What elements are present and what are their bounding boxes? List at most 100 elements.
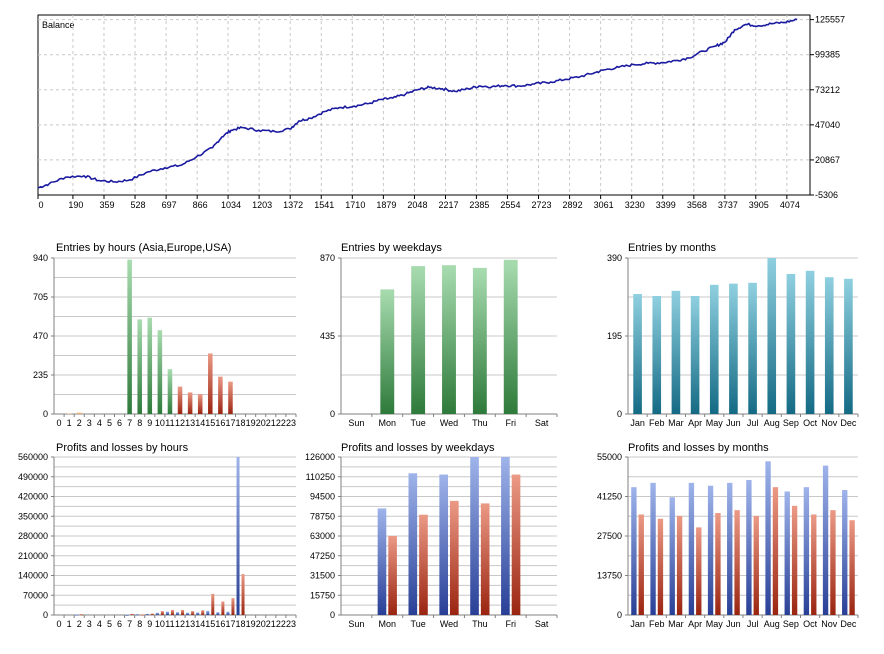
balance-x-tick-label: 3061	[594, 200, 614, 210]
entries-hours-y-tick-label: 940	[33, 253, 48, 263]
entries-hours-x-tick-label: 8	[137, 418, 142, 428]
entries-hours-x-tick-label: 14	[195, 418, 205, 428]
entries-months-title: Entries by months	[628, 242, 717, 254]
entries-hours-bar	[208, 353, 213, 414]
pl-hours-x-tick-label: 1	[67, 619, 72, 629]
pl-hours-chart: Profits and losses by hours0700001400002…	[18, 442, 296, 629]
pl-hours-bar-loss	[242, 574, 245, 615]
entries-hours-x-tick-label: 20	[256, 418, 266, 428]
pl-months-bar-loss	[792, 506, 797, 615]
pl-weekdays-y-tick-label: 78750	[310, 511, 335, 521]
pl-months-bar-loss	[773, 487, 778, 615]
pl-months-x-tick-label: May	[706, 619, 724, 629]
pl-hours-bar-profit	[226, 612, 229, 615]
pl-months-bar-profit	[765, 461, 770, 615]
pl-months-bar-loss	[734, 510, 739, 615]
pl-hours-bar-loss	[141, 614, 144, 615]
pl-months-x-tick-label: Nov	[821, 619, 838, 629]
entries-months-y-tick-label: 390	[607, 253, 622, 263]
balance-x-tick-label: 2048	[407, 200, 427, 210]
entries-hours-bar	[127, 260, 132, 414]
entries-hours-x-tick-label: 15	[205, 418, 215, 428]
entries-hours-y-tick-label: 470	[33, 331, 48, 341]
balance-y-tick-label: 20867	[815, 155, 840, 165]
pl-hours-x-tick-label: 3	[87, 619, 92, 629]
pl-weekdays-bar-loss	[512, 475, 521, 615]
pl-hours-bar-loss	[151, 614, 154, 615]
pl-hours-x-tick-label: 15	[205, 619, 215, 629]
pl-hours-bar-loss	[171, 610, 174, 615]
pl-months-y-tick-label: 0	[617, 610, 622, 620]
entries-hours-x-tick-label: 5	[107, 418, 112, 428]
balance-x-tick-label: 2892	[563, 200, 583, 210]
pl-hours-bar-profit	[176, 612, 179, 615]
pl-weekdays-chart: Profits and losses by weekdays0157503150…	[305, 442, 557, 629]
pl-weekdays-x-tick-label: Fri	[505, 619, 516, 629]
pl-hours-bar-loss	[161, 611, 164, 615]
balance-x-tick-label: 3399	[656, 200, 676, 210]
entries-months-bar	[729, 284, 738, 414]
pl-hours-x-tick-label: 22	[276, 619, 286, 629]
balance-x-tick-label: 190	[68, 200, 83, 210]
balance-x-tick-label: 3230	[625, 200, 645, 210]
pl-hours-bar-loss	[221, 601, 224, 615]
pl-months-bar-profit	[785, 491, 790, 615]
pl-months-bar-profit	[631, 487, 636, 615]
entries-hours-bar	[198, 394, 203, 414]
pl-hours-bar-profit	[126, 615, 129, 616]
entries-months-bar	[806, 271, 815, 414]
entries-hours-chart: Entries by hours (Asia,Europe,USA)023547…	[33, 242, 296, 428]
pl-months-bar-loss	[715, 513, 720, 615]
pl-weekdays-bar-loss	[419, 515, 428, 615]
pl-months-bar-loss	[830, 510, 835, 615]
entries-weekdays-x-tick-label: Sun	[348, 418, 364, 428]
pl-weekdays-y-tick-label: 126000	[305, 452, 335, 462]
balance-y-tick-label: 99385	[815, 50, 840, 60]
pl-hours-x-tick-label: 4	[97, 619, 102, 629]
pl-weekdays-bar-profit	[501, 457, 510, 615]
pl-weekdays-y-tick-label: 47250	[310, 551, 335, 561]
pl-hours-bar-profit	[166, 612, 169, 615]
entries-hours-x-tick-label: 1	[67, 418, 72, 428]
entries-hours-x-tick-label: 13	[185, 418, 195, 428]
pl-months-bar-profit	[727, 483, 732, 615]
entries-hours-bar	[228, 382, 233, 414]
balance-x-tick-label: 3737	[718, 200, 738, 210]
pl-weekdays-x-tick-label: Mon	[379, 619, 397, 629]
pl-hours-bar-profit	[237, 457, 240, 615]
pl-months-bar-profit	[670, 497, 675, 615]
pl-hours-bar-loss	[201, 610, 204, 615]
entries-months-x-tick-label: Oct	[803, 418, 818, 428]
entries-hours-y-tick-label: 0	[43, 409, 48, 419]
pl-hours-y-tick-label: 140000	[18, 571, 48, 581]
entries-hours-x-tick-label: 17	[225, 418, 235, 428]
entries-months-bar	[767, 258, 776, 414]
pl-weekdays-x-tick-label: Thu	[472, 619, 488, 629]
entries-weekdays-bar	[411, 266, 425, 414]
entries-hours-x-tick-label: 19	[246, 418, 256, 428]
balance-x-tick-label: 866	[193, 200, 208, 210]
entries-weekdays-x-tick-label: Fri	[505, 418, 516, 428]
pl-months-x-tick-label: Oct	[803, 619, 818, 629]
pl-hours-x-tick-label: 7	[127, 619, 132, 629]
entries-weekdays-y-tick-label: 870	[320, 253, 335, 263]
pl-weekdays-bar-profit	[378, 508, 387, 615]
pl-months-title: Profits and losses by months	[628, 442, 769, 454]
balance-x-tick-label: 1710	[345, 200, 365, 210]
entries-months-x-tick-label: Jun	[726, 418, 741, 428]
balance-y-tick-label: 73212	[815, 85, 840, 95]
pl-hours-x-tick-label: 6	[117, 619, 122, 629]
pl-weekdays-bar-loss	[450, 501, 459, 615]
pl-weekdays-bar-profit	[439, 475, 448, 615]
pl-weekdays-y-tick-label: 15750	[310, 590, 335, 600]
entries-weekdays-y-tick-label: 0	[330, 409, 335, 419]
entries-hours-x-tick-label: 12	[175, 418, 185, 428]
pl-weekdays-x-tick-label: Wed	[440, 619, 458, 629]
entries-hours-x-tick-label: 18	[236, 418, 246, 428]
entries-months-x-tick-label: Jul	[747, 418, 759, 428]
pl-hours-bar-profit	[136, 614, 139, 615]
entries-hours-x-tick-label: 7	[127, 418, 132, 428]
pl-weekdays-bar-loss	[481, 503, 490, 615]
pl-months-bar-loss	[696, 527, 701, 615]
entries-weekdays-y-tick-label: 435	[320, 331, 335, 341]
